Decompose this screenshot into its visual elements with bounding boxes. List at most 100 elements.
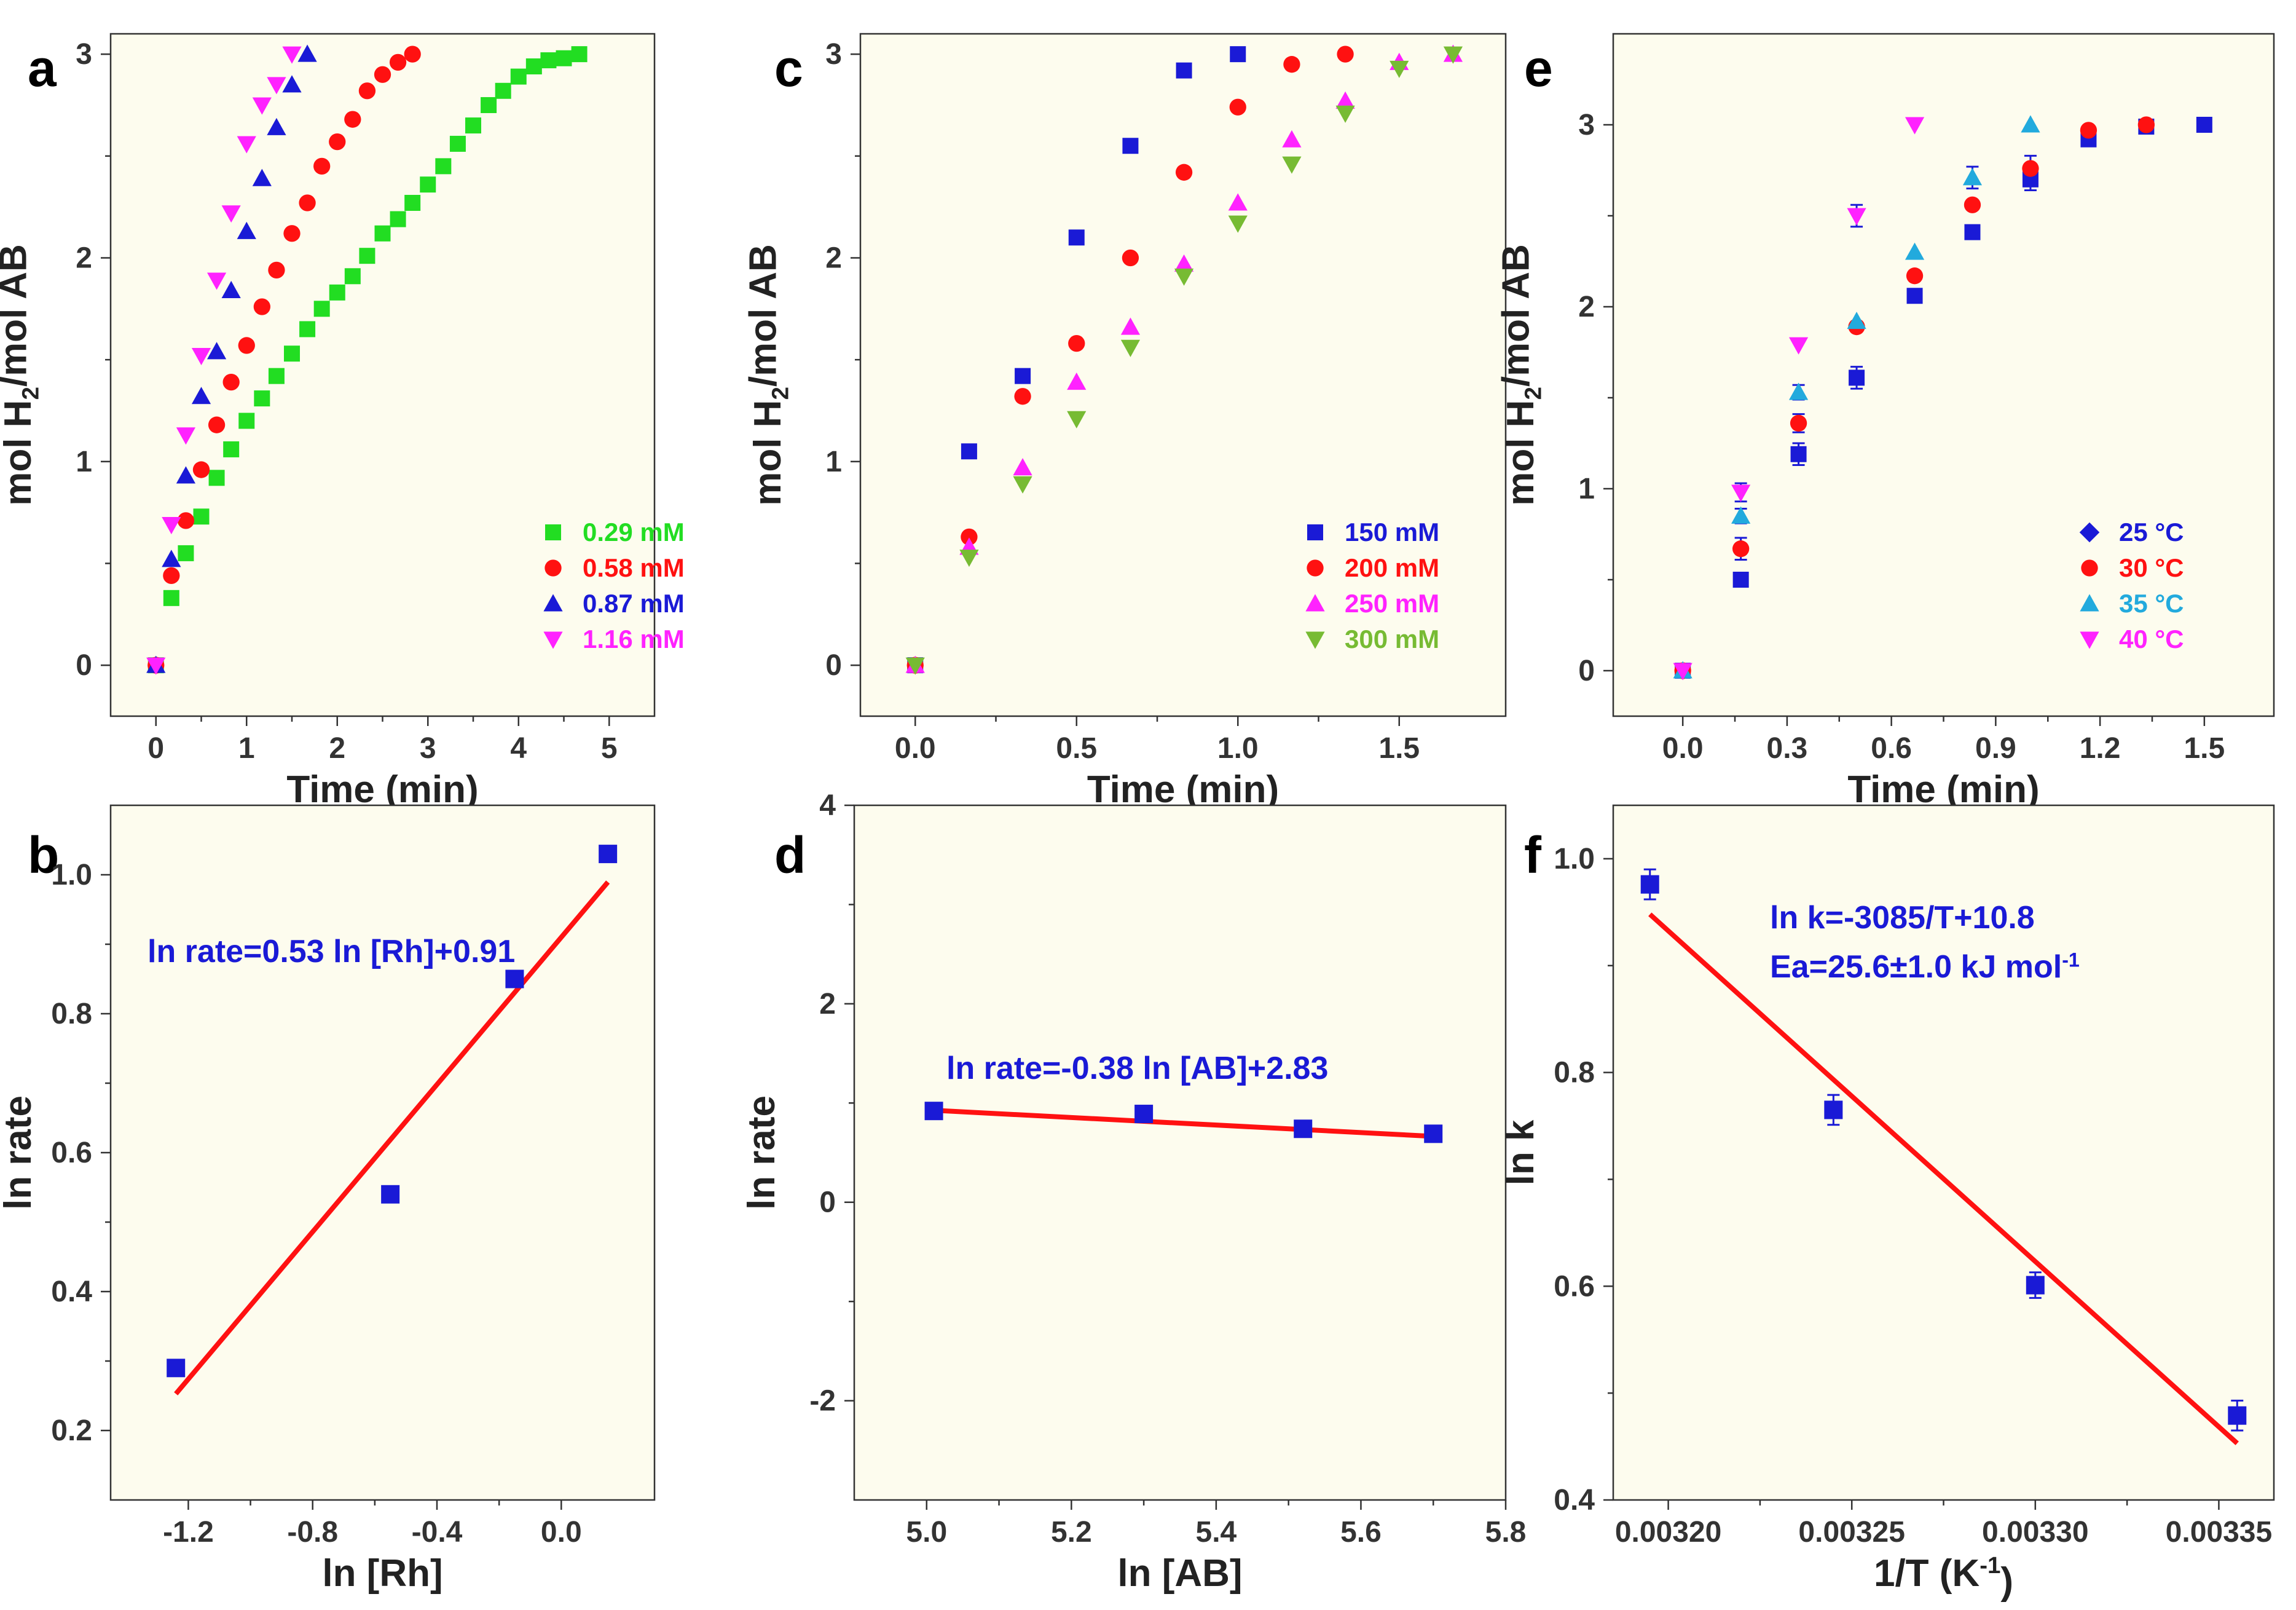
y-axis-label-d: ln rate <box>741 1095 783 1210</box>
data-point-c <box>1067 372 1087 390</box>
data-point-e <box>1849 369 1865 386</box>
plot-area-f <box>1613 805 2274 1500</box>
x-tick-label-b: -1.2 <box>163 1516 214 1549</box>
x-axis-label-d: ln [AB] <box>1117 1552 1242 1595</box>
data-point-a <box>146 657 166 675</box>
y-tick-label-f: 0.8 <box>1554 1057 1595 1089</box>
legend-marker-e <box>2079 522 2100 543</box>
data-point-c <box>1013 476 1032 494</box>
x-tick-label-f: 0.00325 <box>1798 1516 1905 1549</box>
data-point-a <box>163 590 179 606</box>
data-point-e <box>1905 242 1925 260</box>
x-tick-label-d: 5.6 <box>1340 1516 1382 1549</box>
data-point-a <box>420 176 436 193</box>
panel-letter-b: b <box>28 826 59 884</box>
data-point-b <box>505 969 524 988</box>
y-tick-label-f: 1.0 <box>1554 843 1595 875</box>
data-point-e <box>1906 267 1924 285</box>
legend-label-e: 40 °C <box>2119 625 2184 653</box>
data-point-c <box>959 550 979 567</box>
data-point-a <box>191 387 211 404</box>
legend-label-c: 200 mM <box>1345 553 1439 582</box>
data-point-c <box>1230 46 1246 63</box>
x-tick-label-a: 2 <box>329 732 345 765</box>
x-tick-label-b: -0.8 <box>287 1516 338 1549</box>
data-point-a <box>390 211 406 227</box>
data-point-c <box>1283 56 1300 73</box>
data-point-a <box>178 545 194 561</box>
data-point-d <box>924 1102 943 1121</box>
data-point-e <box>1731 484 1751 502</box>
y-axis-label-c: mol H2/mol AB <box>742 244 793 506</box>
y-axis-label-e-part2: 2 <box>1520 387 1546 400</box>
data-point-e <box>1964 224 1981 240</box>
data-point-c <box>1228 215 1248 233</box>
x-axis-label-f: 1/T (K-1) <box>1874 1552 2013 1603</box>
legend-label-e: 35 °C <box>2119 589 2184 618</box>
plot-frame-d <box>853 804 1507 1501</box>
data-point-a <box>222 373 240 391</box>
y-tick-label-b: 0.8 <box>51 998 92 1030</box>
y-tick-label-d: -2 <box>809 1385 836 1418</box>
data-point-c <box>1390 60 1409 78</box>
legend-label-c: 300 mM <box>1345 625 1439 653</box>
y-tick-label-b: 0.2 <box>51 1415 92 1447</box>
x-tick-label-a: 0 <box>147 732 164 765</box>
data-point-a <box>313 157 331 175</box>
legend-marker-a <box>545 559 562 577</box>
data-point-f <box>2228 1406 2247 1425</box>
data-point-a <box>299 194 316 211</box>
plot-area-c <box>860 34 1506 716</box>
legend-marker-c <box>1307 524 1323 540</box>
legend-marker-a <box>543 594 563 612</box>
y-tick-label-e: 0 <box>1578 655 1595 687</box>
plot-frame-c <box>859 33 1507 717</box>
data-point-e <box>1790 446 1807 462</box>
data-point-c <box>1120 317 1141 335</box>
data-point-c <box>1443 46 1463 64</box>
data-point-a <box>176 427 196 445</box>
plot-area-e <box>1613 34 2274 716</box>
x-axis-label-f-part1: 1/T (K <box>1874 1552 1980 1595</box>
data-point-e <box>1731 506 1751 524</box>
data-point-a <box>297 44 317 62</box>
legend-marker-a <box>543 631 563 649</box>
data-point-a <box>208 470 225 486</box>
data-point-a <box>192 461 210 478</box>
data-point-a <box>254 390 270 407</box>
legend-label-c: 150 mM <box>1345 518 1439 547</box>
plot-area-d <box>854 805 1506 1500</box>
data-point-a <box>267 77 286 95</box>
data-point-a <box>299 321 316 337</box>
data-point-a <box>268 261 285 279</box>
y-axis-label-c-part3: /mol AB <box>742 244 784 387</box>
x-tick-label-b: 0.0 <box>541 1516 582 1549</box>
legend-label-a: 0.29 mM <box>583 518 685 547</box>
x-tick-label-e: 0.6 <box>1871 732 1912 765</box>
panel-letter-a: a <box>28 39 57 97</box>
x-tick-label-e: 0.9 <box>1975 732 2016 765</box>
data-point-d <box>1294 1119 1313 1138</box>
data-point-c <box>1015 368 1031 384</box>
x-tick-label-c: 1.0 <box>1217 732 1259 765</box>
data-point-e <box>1905 117 1925 135</box>
data-point-e <box>2137 116 2155 133</box>
data-point-a <box>221 205 241 223</box>
activation-energy-f: Ea=25.6±1.0 kJ mol-1 <box>1770 949 2080 985</box>
data-point-a <box>176 466 196 484</box>
data-point-d <box>1424 1124 1443 1143</box>
data-point-c <box>1122 249 1139 267</box>
data-point-a <box>162 550 181 567</box>
y-axis-label-a-part1: mol H <box>0 400 39 506</box>
data-point-a <box>540 52 557 69</box>
data-point-c <box>1175 164 1193 181</box>
plot-area-a <box>111 34 655 716</box>
panel-b: b -1.2 -0.8 -0.4 0.0 0.2 0.4 0.6 0.8 1.0 ln [Rh] l… <box>0 804 656 1595</box>
y-tick-label-b: 1.0 <box>51 859 92 891</box>
data-point-c <box>1068 334 1085 352</box>
data-point-e <box>1732 540 1750 558</box>
data-point-a <box>525 58 542 75</box>
x-tick-label-b: -0.4 <box>412 1516 463 1549</box>
data-point-e <box>1906 288 1923 304</box>
